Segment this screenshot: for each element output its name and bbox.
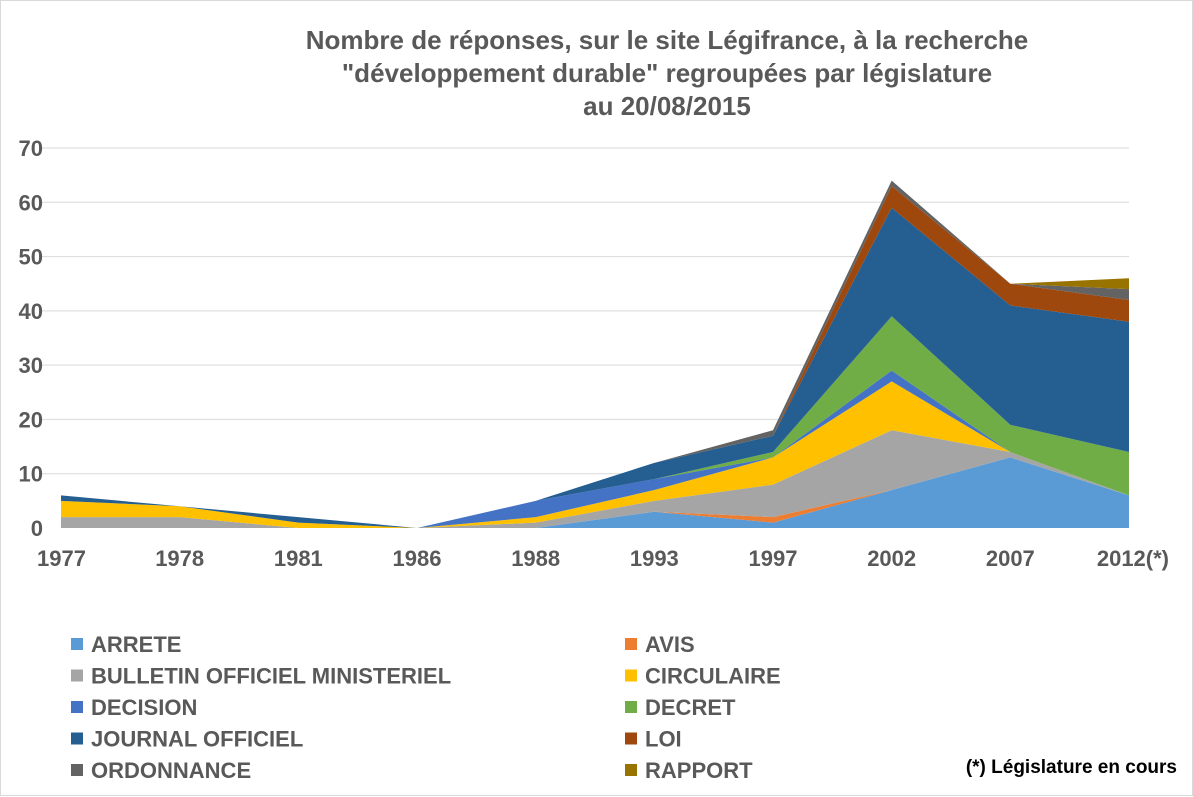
series-area-arrete (61, 457, 1129, 528)
legend-label: AVIS (645, 632, 695, 657)
legend-item-rapport: RAPPORT (625, 758, 753, 783)
x-tick-label: 1981 (274, 546, 323, 571)
x-tick-label: 1997 (749, 546, 798, 571)
legend-label: BULLETIN OFFICIEL MINISTERIEL (91, 664, 451, 689)
x-tick-label: 1977 (37, 546, 86, 571)
series-area-circulaire (61, 381, 1129, 528)
y-tick-label: 30 (19, 353, 43, 378)
footnote: (*) Législature en cours (966, 757, 1177, 778)
legend-item-arrete: ARRETE (71, 632, 181, 657)
legend-swatch (625, 701, 637, 713)
legend-swatch (625, 764, 637, 776)
legend-item-decret: DECRET (625, 695, 736, 720)
chart-title-line-2: "développement durable" regroupées par l… (342, 58, 992, 88)
chart-title: Nombre de réponses, sur le site Légifran… (306, 25, 1029, 121)
y-tick-label: 20 (19, 407, 43, 432)
plot-areas (61, 180, 1129, 528)
legend-item-decision: DECISION (71, 695, 197, 720)
legend-swatch (71, 764, 83, 776)
legend-swatch (71, 701, 83, 713)
legend-label: ARRETE (91, 632, 181, 657)
legend-label: CIRCULAIRE (645, 664, 781, 689)
legend-label: ORDONNANCE (91, 758, 251, 783)
legend-swatch (71, 669, 83, 682)
x-tick-label: 1978 (155, 546, 204, 571)
legend-swatch (625, 638, 637, 650)
y-tick-label: 0 (31, 516, 43, 541)
legend-item-circulaire: CIRCULAIRE (625, 664, 781, 689)
x-tick-label: 1993 (630, 546, 679, 571)
legend: ARRETE AVIS BULLETIN OFFICIEL MINISTERIEL C… (71, 632, 781, 783)
legend-swatch (625, 669, 637, 682)
legend-item-bulletin-officiel-ministeriel: BULLETIN OFFICIEL MINISTERIEL (71, 664, 451, 689)
legend-swatch (71, 732, 83, 745)
legend-label: DECRET (645, 695, 736, 720)
legend-item-avis: AVIS (625, 632, 695, 657)
y-tick-label: 50 (19, 245, 43, 270)
chart-title-line-1: Nombre de réponses, sur le site Légifran… (306, 25, 1029, 55)
chart-title-line-3: au 20/08/2015 (583, 91, 751, 121)
gridlines (39, 147, 1129, 475)
legend-label: JOURNAL OFFICIEL (91, 727, 303, 752)
x-tick-label: 1988 (511, 546, 560, 571)
x-tick-label: 1986 (393, 546, 442, 571)
x-axis-ticks: 1977 1978 1981 1986 1988 1993 1997 2002 2007 2012… (37, 546, 1169, 571)
y-tick-label: 60 (19, 190, 43, 215)
legend-label: DECISION (91, 695, 197, 720)
y-axis-ticks: 0 10 20 30 40 50 60 70 (19, 136, 43, 541)
legend-label: LOI (645, 727, 682, 752)
series-area-bulletin-officiel-ministeriel (61, 430, 1129, 528)
legend-item-journal-officiel: JOURNAL OFFICIEL (71, 727, 303, 752)
series-area-journal-officiel (61, 207, 1129, 528)
y-tick-label: 10 (19, 462, 43, 487)
x-tick-label: 2012(*) (1097, 546, 1169, 571)
x-tick-label: 2007 (986, 546, 1035, 571)
legend-item-ordonnance: ORDONNANCE (71, 758, 251, 783)
legend-swatch (71, 638, 83, 650)
x-tick-label: 2002 (867, 546, 916, 571)
legend-swatch (625, 732, 637, 745)
series-area-decision (61, 370, 1129, 528)
y-tick-label: 40 (19, 299, 43, 324)
legend-item-loi: LOI (625, 727, 682, 752)
series-area-decret (61, 316, 1129, 528)
y-tick-label: 70 (19, 136, 43, 161)
legend-label: RAPPORT (645, 758, 753, 783)
